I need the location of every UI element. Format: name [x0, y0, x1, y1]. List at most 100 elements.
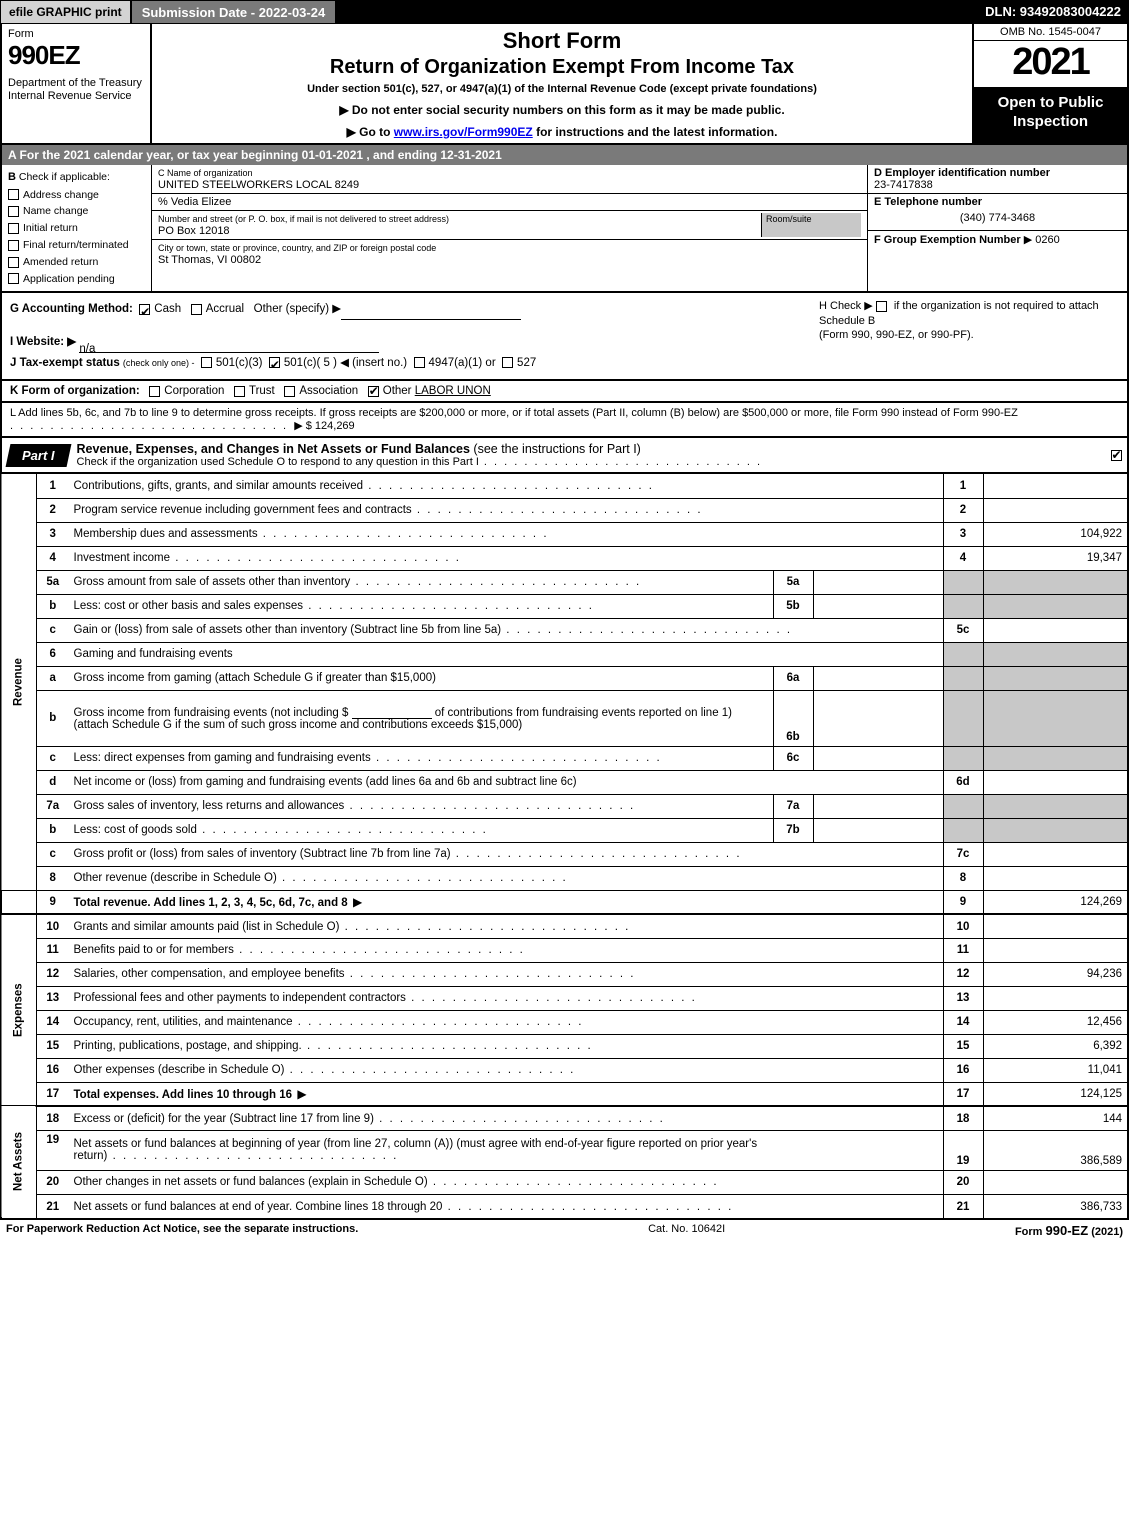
rnum-7c: 7c	[943, 842, 983, 866]
innum-6b: 6b	[773, 690, 813, 746]
efile-print-button[interactable]: efile GRAPHIC print	[0, 0, 131, 24]
submission-date: Submission Date - 2022-03-24	[131, 0, 337, 24]
care-of: % Vedia Elizee	[158, 196, 231, 208]
header-left: Form 990EZ Department of the Treasury In…	[2, 24, 152, 143]
desc-6: Gaming and fundraising events	[69, 642, 944, 666]
street-address: PO Box 12018	[158, 225, 230, 237]
rnum-6b	[943, 690, 983, 746]
val-18: 144	[983, 1106, 1128, 1130]
val-9: 124,269	[983, 890, 1128, 914]
val-21: 386,733	[983, 1194, 1128, 1218]
checkbox-accrual[interactable]	[191, 304, 202, 315]
checkbox-527[interactable]	[502, 357, 513, 368]
b-check-if: Check if applicable:	[19, 171, 110, 183]
f-row: F Group Exemption Number ▶ 0260	[868, 231, 1127, 291]
desc-16: Other expenses (describe in Schedule O)	[69, 1058, 944, 1082]
c-street-row: Number and street (or P. O. box, if mail…	[152, 211, 867, 240]
desc-1: Contributions, gifts, grants, and simila…	[69, 474, 944, 498]
rnum-5c: 5c	[943, 618, 983, 642]
desc-7b: Less: cost of goods sold	[69, 818, 774, 842]
rnum-6	[943, 642, 983, 666]
checkbox-501c[interactable]	[269, 357, 280, 368]
k-corp: Corporation	[164, 385, 224, 397]
innum-5a: 5a	[773, 570, 813, 594]
checkbox-501c3[interactable]	[201, 357, 212, 368]
checkbox-schedule-o[interactable]	[1111, 450, 1122, 461]
l-amount: ▶ $ 124,269	[294, 420, 354, 432]
desc-9: Total revenue. Add lines 1, 2, 3, 4, 5c,…	[69, 890, 944, 914]
inval-7a	[813, 794, 943, 818]
ln-5a: 5a	[37, 570, 69, 594]
f-label: F Group Exemption Number	[874, 234, 1021, 246]
desc-7c: Gross profit or (loss) from sales of inv…	[69, 842, 944, 866]
checkbox-association[interactable]	[284, 386, 295, 397]
b-item-0: Address change	[23, 189, 99, 201]
val-3: 104,922	[983, 522, 1128, 546]
other-specify-input[interactable]	[341, 306, 521, 320]
rnum-9: 9	[943, 890, 983, 914]
j-label: J Tax-exempt status	[10, 357, 120, 369]
innum-5b: 5b	[773, 594, 813, 618]
desc-6c: Less: direct expenses from gaming and fu…	[69, 746, 774, 770]
val-6a	[983, 666, 1128, 690]
val-5a	[983, 570, 1128, 594]
amount-6b-input[interactable]	[352, 705, 432, 719]
desc-21: Net assets or fund balances at end of ye…	[69, 1194, 944, 1218]
checkbox-application-pending[interactable]	[8, 273, 19, 284]
checkbox-initial-return[interactable]	[8, 223, 19, 234]
footer-right: Form 990-EZ (2021)	[1015, 1223, 1123, 1238]
checkbox-corporation[interactable]	[149, 386, 160, 397]
val-2	[983, 498, 1128, 522]
inval-6a	[813, 666, 943, 690]
ln-9: 9	[37, 890, 69, 914]
ln-20: 20	[37, 1170, 69, 1194]
ln-10: 10	[37, 914, 69, 938]
desc-17-text: Total expenses. Add lines 10 through 16	[74, 1089, 293, 1101]
omb-number: OMB No. 1545-0047	[974, 24, 1127, 41]
rnum-15: 15	[943, 1034, 983, 1058]
block-bcdef: B Check if applicable: Address change Na…	[0, 165, 1129, 293]
j-o1: 501(c)(3)	[216, 357, 263, 369]
ln-6: 6	[37, 642, 69, 666]
checkbox-final-return[interactable]	[8, 240, 19, 251]
desc-6d: Net income or (loss) from gaming and fun…	[69, 770, 944, 794]
checkbox-name-change[interactable]	[8, 206, 19, 217]
ein-value: 23-7417838	[874, 179, 933, 191]
val-10	[983, 914, 1128, 938]
desc-9-text: Total revenue. Add lines 1, 2, 3, 4, 5c,…	[74, 897, 348, 909]
rnum-10: 10	[943, 914, 983, 938]
rnum-5a	[943, 570, 983, 594]
desc-6a: Gross income from gaming (attach Schedul…	[69, 666, 774, 690]
val-20	[983, 1170, 1128, 1194]
desc-5b: Less: cost or other basis and sales expe…	[69, 594, 774, 618]
rnum-2: 2	[943, 498, 983, 522]
checkbox-amended-return[interactable]	[8, 257, 19, 268]
checkbox-other-org[interactable]	[368, 386, 379, 397]
footer-right-pre: Form	[1015, 1226, 1046, 1238]
ln-7b: b	[37, 818, 69, 842]
checkbox-trust[interactable]	[234, 386, 245, 397]
val-7b	[983, 818, 1128, 842]
desc-11: Benefits paid to or for members	[69, 938, 944, 962]
i-label: I Website: ▶	[10, 336, 76, 348]
ln-1: 1	[37, 474, 69, 498]
d-row: D Employer identification number 23-7417…	[868, 165, 1127, 194]
l-dots	[10, 420, 288, 432]
l-text: L Add lines 5b, 6c, and 7b to line 9 to …	[10, 407, 1018, 419]
k-label: K Form of organization:	[10, 385, 140, 397]
rnum-6a	[943, 666, 983, 690]
d-label: D Employer identification number	[874, 167, 1050, 179]
checkbox-address-change[interactable]	[8, 189, 19, 200]
checkbox-h[interactable]	[876, 301, 887, 312]
block-ghij: H Check ▶ if the organization is not req…	[0, 293, 1129, 381]
checkbox-4947[interactable]	[414, 357, 425, 368]
ln-14: 14	[37, 1010, 69, 1034]
e-label: E Telephone number	[874, 196, 982, 208]
desc-8: Other revenue (describe in Schedule O)	[69, 866, 944, 890]
innum-6a: 6a	[773, 666, 813, 690]
desc-13: Professional fees and other payments to …	[69, 986, 944, 1010]
checkbox-cash[interactable]	[139, 304, 150, 315]
desc-19: Net assets or fund balances at beginning…	[69, 1130, 944, 1170]
irs-link[interactable]: www.irs.gov/Form990EZ	[394, 125, 533, 139]
rnum-18: 18	[943, 1106, 983, 1130]
